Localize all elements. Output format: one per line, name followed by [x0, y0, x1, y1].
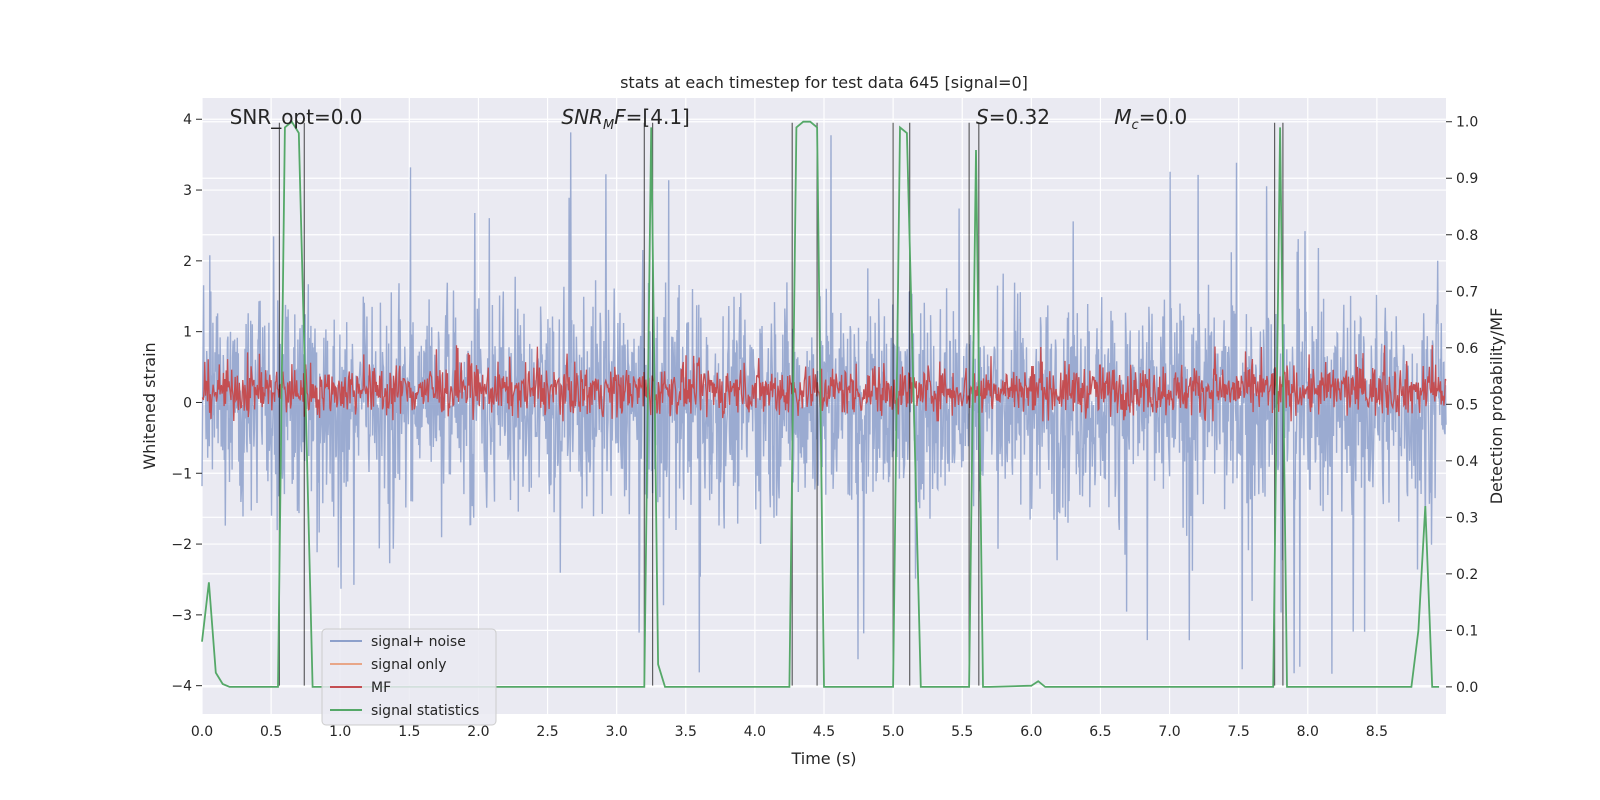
chart-title: stats at each timestep for test data 645…	[620, 73, 1028, 92]
x-tick-label: 7.5	[1228, 724, 1250, 740]
series-mf	[201, 345, 1447, 422]
y-left-tick-label: 1	[183, 325, 192, 341]
x-tick-label: 5.5	[951, 724, 973, 740]
annotation-snr-mf: SNRMF=[4.1]	[561, 105, 689, 133]
y-right-tick-label: 0.2	[1456, 567, 1478, 583]
x-tick-label: 4.0	[744, 724, 766, 740]
y-left-tick-label: 0	[183, 395, 192, 411]
legend-label-signal-noise: signal+ noise	[371, 634, 466, 650]
x-tick-label: 8.5	[1366, 724, 1388, 740]
y-right-tick-label: 0.1	[1456, 623, 1478, 639]
series-signal-noise	[201, 132, 1447, 674]
y-right-tick-label: 0.6	[1456, 341, 1478, 357]
y-right-tick-label: 0.4	[1456, 454, 1478, 470]
x-axis: 0.0 0.5 1.0 1.5 2.0 2.5 3.0 3.5 4.0 4.5 5.0 5.5 6.0 6…	[191, 724, 1388, 740]
x-tick-label: 2.5	[536, 724, 558, 740]
series-signal-statistics	[201, 120, 1440, 688]
series-layer	[201, 120, 1447, 688]
y-axis-left-label: Whitened strain	[140, 342, 159, 469]
x-tick-label: 1.0	[329, 724, 351, 740]
y-right-tick-label: 0.5	[1456, 397, 1478, 413]
y-left-tick-label: −3	[171, 608, 192, 624]
y-right-tick-label: 1.0	[1456, 115, 1478, 131]
y-left-tick-label: 3	[183, 183, 192, 199]
legend-box	[321, 628, 497, 726]
y-right-tick-label: 0.0	[1456, 680, 1478, 696]
y-right-tick-label: 0.7	[1456, 284, 1478, 300]
y-left-tick-label: 4	[183, 112, 192, 128]
y-right-tick-label: 0.9	[1456, 171, 1478, 187]
annotation-s-value: S=0.32	[976, 105, 1050, 129]
x-tick-label: 4.5	[813, 724, 835, 740]
x-axis-label: Time (s)	[790, 749, 856, 768]
x-tick-label: 0.0	[191, 724, 213, 740]
annotation-snr-opt: SNR_opt=0.0	[230, 105, 363, 129]
y-axis-right: 1.0 0.9 0.8 0.7 0.6 0.5 0.4 0.3 0.2 0.1 0.0	[1446, 115, 1478, 696]
y-axis-left: 4 3 2 1 0 −1 −2 −3 −4	[171, 112, 202, 695]
x-tick-label: 7.0	[1158, 724, 1180, 740]
x-tick-label: 2.0	[467, 724, 489, 740]
annotations: SNR_opt=0.0 SNRMF=[4.1] S=0.32 Mc=0.0	[230, 105, 1188, 133]
x-tick-label: 3.0	[606, 724, 628, 740]
y-axis-right-label: Detection probability/MF	[1487, 308, 1506, 505]
annotation-mc-value: Mc=0.0	[1114, 105, 1187, 133]
y-left-tick-label: −1	[171, 466, 192, 482]
x-tick-label: 6.5	[1089, 724, 1111, 740]
x-tick-label: 5.0	[882, 724, 904, 740]
y-left-tick-label: −2	[171, 537, 192, 553]
x-tick-label: 3.5	[675, 724, 697, 740]
legend: signal+ noise signal only MF signal stat…	[321, 628, 497, 726]
y-right-tick-label: 0.8	[1456, 228, 1478, 244]
x-tick-label: 1.5	[398, 724, 420, 740]
legend-label-signal-only: signal only	[371, 657, 446, 673]
y-left-tick-label: 2	[183, 254, 192, 270]
x-tick-label: 8.0	[1297, 724, 1319, 740]
y-right-tick-label: 0.3	[1456, 510, 1478, 526]
x-tick-label: 6.0	[1020, 724, 1042, 740]
legend-label-mf: MF	[371, 680, 391, 696]
y-left-tick-label: −4	[171, 679, 192, 695]
x-tick-label: 0.5	[260, 724, 282, 740]
legend-label-signal-statistics: signal statistics	[371, 703, 479, 719]
